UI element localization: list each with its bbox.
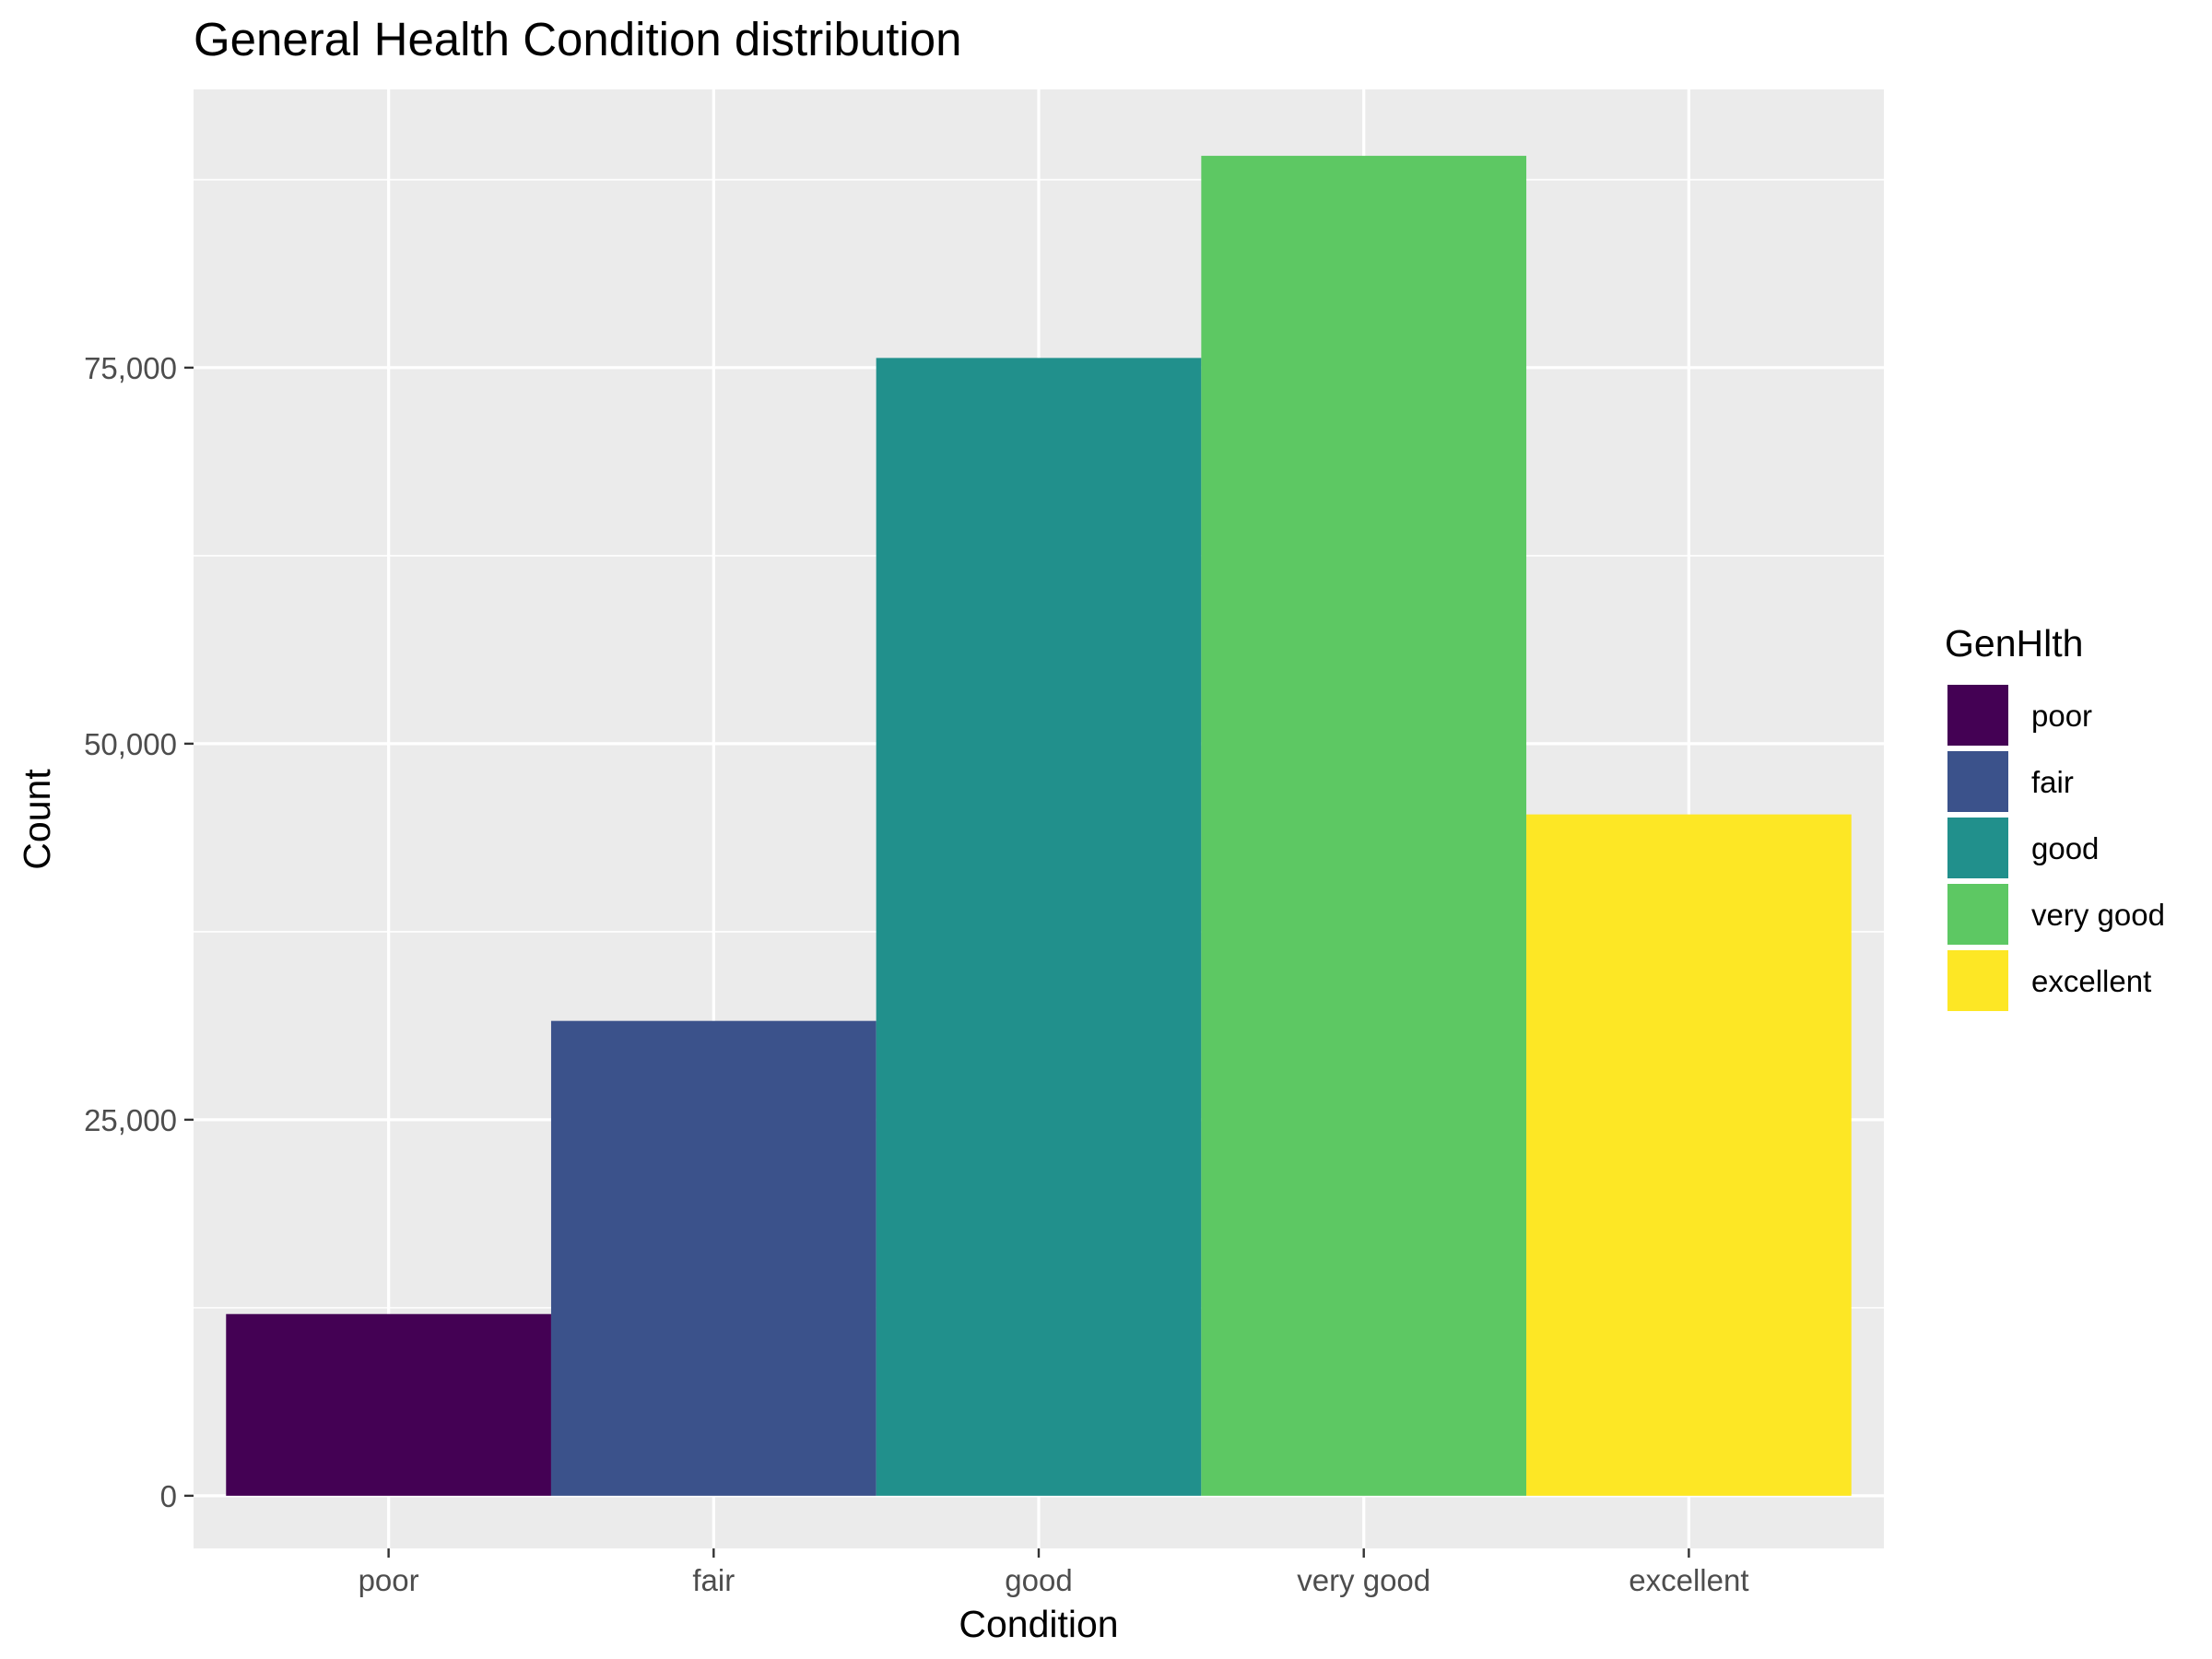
legend-label: excellent: [2031, 964, 2151, 998]
bar-good: [876, 358, 1202, 1496]
x-tick-label: excellent: [1629, 1563, 1748, 1597]
bar-fair: [550, 1020, 877, 1496]
legend-title: GenHlth: [1945, 622, 2083, 665]
bar-excellent: [1526, 814, 1852, 1496]
bars: [226, 156, 1852, 1496]
x-axis-title: Condition: [959, 1603, 1118, 1645]
y-tick-label: 75,000: [84, 351, 177, 385]
legend-key: [1946, 816, 2010, 880]
legend-key: [1946, 749, 2010, 814]
y-axis-title: Count: [16, 769, 58, 870]
legend-key: [1946, 948, 2010, 1013]
x-tick-label: poor: [359, 1563, 419, 1597]
x-axis: poor fair good very good excellent: [359, 1548, 1749, 1597]
legend-items: poor fair good very good excellent: [1946, 683, 2165, 1013]
bar-poor: [226, 1313, 551, 1496]
y-tick-label: 50,000: [84, 727, 177, 761]
legend-key: [1946, 882, 2010, 947]
legend-label: very good: [2031, 898, 2165, 932]
y-axis: 0 25,000 50,000 75,000: [84, 351, 194, 1513]
x-tick-label: good: [1005, 1563, 1072, 1597]
chart-title: General Health Condition distribution: [194, 13, 961, 65]
legend-label: good: [2031, 831, 2099, 865]
legend-label: fair: [2031, 765, 2074, 799]
legend-key: [1946, 683, 2010, 747]
x-tick-label: very good: [1297, 1563, 1430, 1597]
bar-very-good: [1201, 156, 1527, 1496]
legend-label: poor: [2031, 699, 2092, 733]
y-tick-label: 25,000: [84, 1103, 177, 1137]
y-tick-label: 0: [160, 1479, 177, 1513]
x-tick-label: fair: [692, 1563, 735, 1597]
legend: GenHlth poor fair good very good excellent: [1945, 622, 2165, 1013]
